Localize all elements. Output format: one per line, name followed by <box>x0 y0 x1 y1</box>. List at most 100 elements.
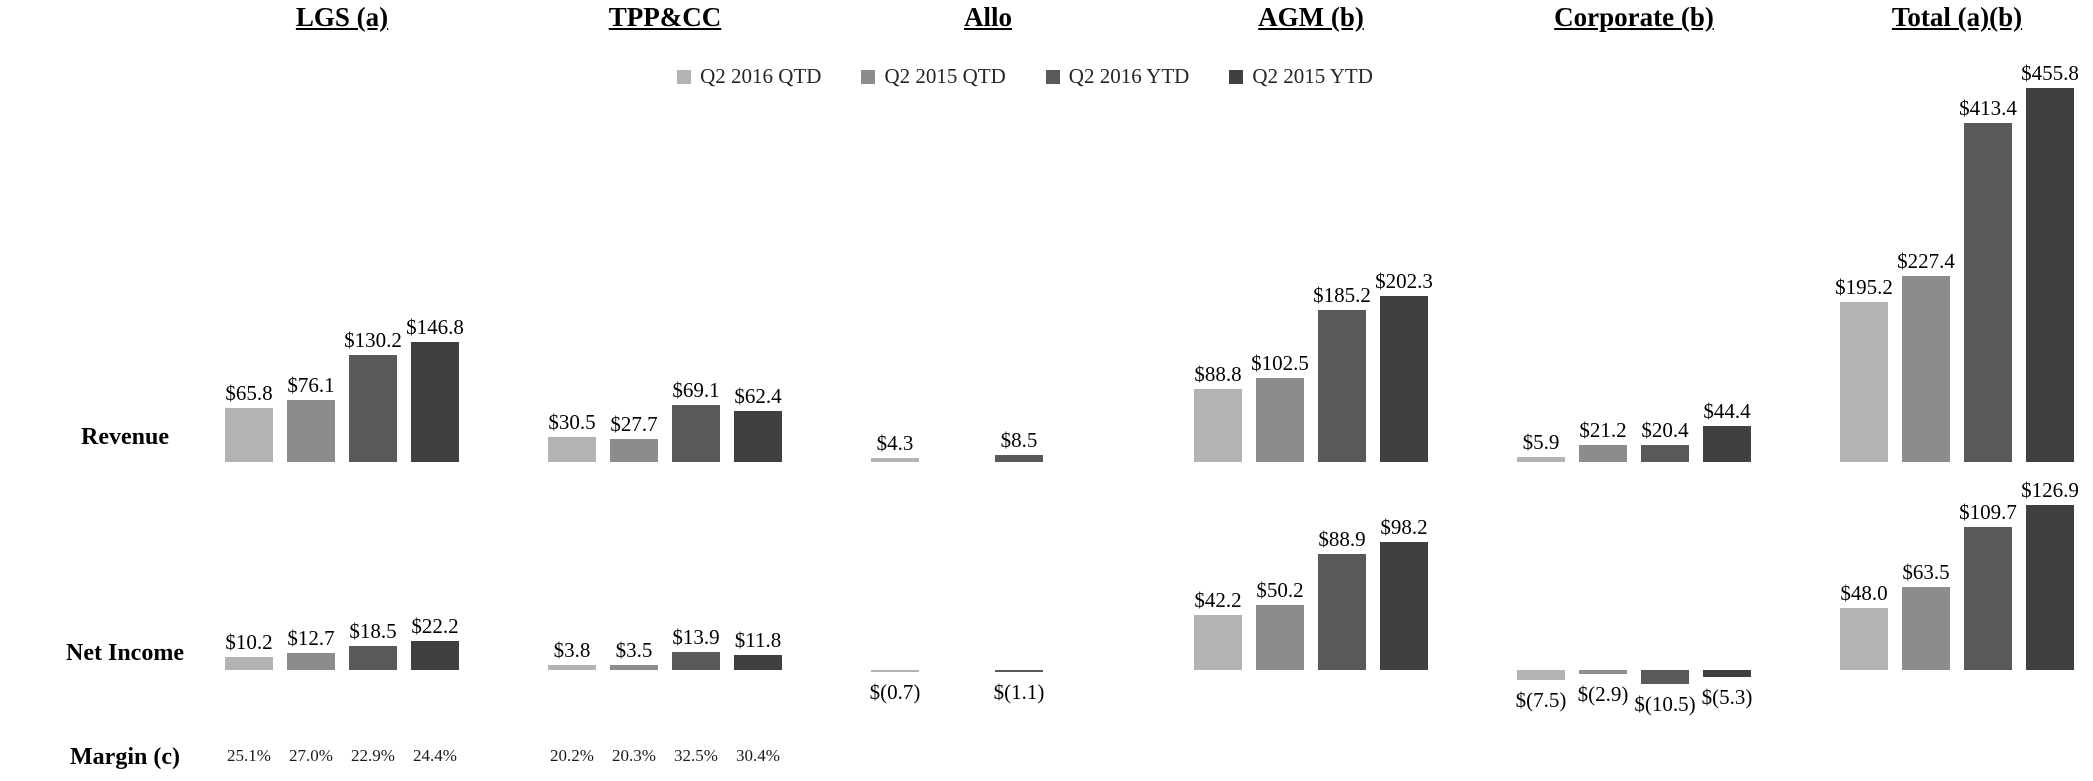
bar-revenue-lgs-a-q2-2016-ytd <box>349 355 397 462</box>
value-label-revenue-agm-b-q2-2016-qtd: $88.8 <box>1194 362 1242 387</box>
bar-net-income-tpp-cc-q2-2016-ytd <box>672 651 720 670</box>
value-label-revenue-agm-b-q2-2015-ytd: $202.3 <box>1375 269 1433 294</box>
value-label-revenue-total-a-b-q2-2016-ytd: $413.4 <box>1959 96 2017 120</box>
margin-value-tpp-cc-q2-2015-ytd: 30.4% <box>736 746 780 765</box>
value-label-net-income-lgs-a-q2-2016-ytd: $18.5 <box>349 618 397 643</box>
bar-revenue-corporate-b-q2-2016-qtd <box>1517 457 1565 462</box>
value-label-revenue-allo-q2-2016-qtd: $4.3 <box>876 431 914 456</box>
legend-swatch-icon <box>1045 69 1060 84</box>
margin-value-lgs-a-q2-2015-ytd: 24.4% <box>413 746 457 765</box>
value-label-revenue-agm-b-q2-2016-ytd: $185.2 <box>1313 283 1371 308</box>
margin-value-lgs-a-q2-2016-qtd: 25.1% <box>227 746 271 765</box>
bar-net-income-total-a-b-q2-2016-ytd <box>1964 527 2012 670</box>
value-label-revenue-lgs-a-q2-2016-qtd: $65.8 <box>225 381 273 406</box>
value-label-revenue-corporate-b-q2-2016-qtd: $5.9 <box>1522 430 1560 455</box>
value-label-net-income-tpp-cc-q2-2015-ytd: $11.8 <box>734 627 782 652</box>
legend-swatch-icon <box>677 69 692 84</box>
value-label-net-income-corporate-b-q2-2015-qtd: $(2.9) <box>1577 681 1629 706</box>
bar-net-income-corporate-b-q2-2016-ytd <box>1641 670 1689 684</box>
bar-net-income-allo-q2-2016-qtd <box>871 670 919 672</box>
legend-swatch-icon <box>861 69 876 84</box>
margin-value-lgs-a-q2-2016-ytd: 22.9% <box>351 746 395 765</box>
bar-revenue-tpp-cc-q2-2015-ytd <box>734 410 782 462</box>
chart-legend: Q2 2016 QTD Q2 2015 QTD Q2 2016 YTD Q2 2015… <box>450 64 1600 89</box>
value-label-net-income-total-a-b-q2-2016-qtd: $48.0 <box>1840 580 1888 605</box>
bar-net-income-corporate-b-q2-2016-qtd <box>1517 670 1565 680</box>
value-label-net-income-corporate-b-q2-2016-ytd: $(10.5) <box>1634 691 1696 716</box>
bar-revenue-total-a-b-q2-2016-ytd <box>1964 123 2012 462</box>
value-label-net-income-allo-q2-2016-qtd: $(0.7) <box>869 680 921 704</box>
bar-revenue-allo-q2-2016-qtd <box>871 458 919 462</box>
segment-header-total-a-b: Total (a)(b) <box>1891 2 2023 32</box>
bar-revenue-corporate-b-q2-2016-ytd <box>1641 445 1689 462</box>
value-label-net-income-total-a-b-q2-2015-ytd: $126.9 <box>2021 478 2079 503</box>
bar-net-income-lgs-a-q2-2015-qtd <box>287 653 335 670</box>
bar-revenue-allo-q2-2016-ytd <box>995 455 1043 462</box>
legend-label: Q2 2016 YTD <box>1068 64 1190 88</box>
row-label-net-income: Net Income <box>66 640 184 666</box>
bar-net-income-allo-q2-2016-ytd <box>995 670 1043 672</box>
bar-net-income-lgs-a-q2-2016-ytd <box>349 645 397 670</box>
value-label-revenue-allo-q2-2016-ytd: $8.5 <box>1000 428 1038 453</box>
bar-revenue-tpp-cc-q2-2016-qtd <box>548 436 596 462</box>
bar-net-income-total-a-b-q2-2016-qtd <box>1840 607 1888 670</box>
value-label-net-income-total-a-b-q2-2015-qtd: $63.5 <box>1902 560 1950 585</box>
value-label-net-income-agm-b-q2-2015-ytd: $98.2 <box>1380 515 1428 540</box>
value-label-revenue-tpp-cc-q2-2016-ytd: $69.1 <box>672 378 720 403</box>
value-label-net-income-tpp-cc-q2-2016-ytd: $13.9 <box>672 624 720 649</box>
value-label-revenue-lgs-a-q2-2015-qtd: $76.1 <box>287 372 335 397</box>
bar-revenue-total-a-b-q2-2015-ytd <box>2026 88 2074 462</box>
bar-revenue-total-a-b-q2-2015-qtd <box>1902 275 1950 462</box>
legend-swatch-icon <box>1229 69 1244 84</box>
bar-net-income-agm-b-q2-2015-ytd <box>1380 542 1428 670</box>
bar-revenue-agm-b-q2-2016-ytd <box>1318 310 1366 462</box>
bar-revenue-lgs-a-q2-2015-ytd <box>411 341 459 462</box>
margin-value-tpp-cc-q2-2016-qtd: 20.2% <box>550 746 594 765</box>
bar-revenue-agm-b-q2-2015-ytd <box>1380 296 1428 462</box>
value-label-net-income-corporate-b-q2-2016-qtd: $(7.5) <box>1515 687 1567 712</box>
legend-label: Q2 2015 QTD <box>884 64 1006 88</box>
value-label-net-income-tpp-cc-q2-2015-qtd: $3.5 <box>615 638 653 663</box>
legend-item-q2-2016-ytd: Q2 2016 YTD <box>1045 64 1190 89</box>
margin-value-tpp-cc-q2-2015-qtd: 20.3% <box>612 746 656 765</box>
value-label-revenue-corporate-b-q2-2015-ytd: $44.4 <box>1703 398 1751 423</box>
value-label-revenue-lgs-a-q2-2016-ytd: $130.2 <box>344 328 402 353</box>
segment-header-allo: Allo <box>963 2 1013 32</box>
bar-revenue-agm-b-q2-2016-qtd <box>1194 389 1242 462</box>
value-label-net-income-allo-q2-2016-ytd: $(1.1) <box>993 680 1045 704</box>
value-label-revenue-agm-b-q2-2015-qtd: $102.5 <box>1251 350 1309 375</box>
value-label-revenue-corporate-b-q2-2016-ytd: $20.4 <box>1641 418 1689 443</box>
value-label-revenue-lgs-a-q2-2015-ytd: $146.8 <box>406 314 464 339</box>
value-label-net-income-lgs-a-q2-2016-qtd: $10.2 <box>225 629 273 654</box>
bar-net-income-lgs-a-q2-2016-qtd <box>225 656 273 670</box>
value-label-net-income-agm-b-q2-2015-qtd: $50.2 <box>1256 577 1304 602</box>
bar-net-income-tpp-cc-q2-2015-qtd <box>610 665 658 670</box>
margin-value-lgs-a-q2-2015-qtd: 27.0% <box>289 746 333 765</box>
legend-item-q2-2015-qtd: Q2 2015 QTD <box>861 64 1006 89</box>
value-label-revenue-corporate-b-q2-2015-qtd: $21.2 <box>1579 417 1627 442</box>
legend-label: Q2 2015 YTD <box>1252 64 1373 88</box>
bar-revenue-total-a-b-q2-2016-qtd <box>1840 301 1888 462</box>
segment-header-corporate-b: Corporate (b) <box>1554 2 1714 32</box>
value-label-net-income-agm-b-q2-2016-ytd: $88.9 <box>1318 527 1366 552</box>
bar-revenue-agm-b-q2-2015-qtd <box>1256 377 1304 462</box>
value-label-net-income-lgs-a-q2-2015-qtd: $12.7 <box>287 626 335 651</box>
value-label-revenue-tpp-cc-q2-2016-qtd: $30.5 <box>548 409 596 434</box>
value-label-net-income-agm-b-q2-2016-qtd: $42.2 <box>1194 588 1242 613</box>
value-label-net-income-tpp-cc-q2-2016-qtd: $3.8 <box>553 638 591 663</box>
row-label-margin: Margin (c) <box>70 744 180 770</box>
value-label-revenue-total-a-b-q2-2016-qtd: $195.2 <box>1835 274 1893 299</box>
legend-label: Q2 2016 QTD <box>700 64 822 88</box>
value-label-revenue-total-a-b-q2-2015-qtd: $227.4 <box>1897 248 1955 273</box>
bar-net-income-total-a-b-q2-2015-ytd <box>2026 505 2074 670</box>
row-label-revenue: Revenue <box>81 424 169 450</box>
legend-item-q2-2015-ytd: Q2 2015 YTD <box>1229 64 1373 89</box>
bar-net-income-tpp-cc-q2-2016-qtd <box>548 665 596 670</box>
bar-revenue-corporate-b-q2-2015-qtd <box>1579 444 1627 462</box>
bar-revenue-lgs-a-q2-2016-qtd <box>225 408 273 462</box>
value-label-net-income-corporate-b-q2-2015-ytd: $(5.3) <box>1701 684 1753 709</box>
bar-net-income-agm-b-q2-2015-qtd <box>1256 604 1304 670</box>
bar-revenue-corporate-b-q2-2015-ytd <box>1703 425 1751 462</box>
value-label-revenue-tpp-cc-q2-2015-ytd: $62.4 <box>734 383 782 408</box>
